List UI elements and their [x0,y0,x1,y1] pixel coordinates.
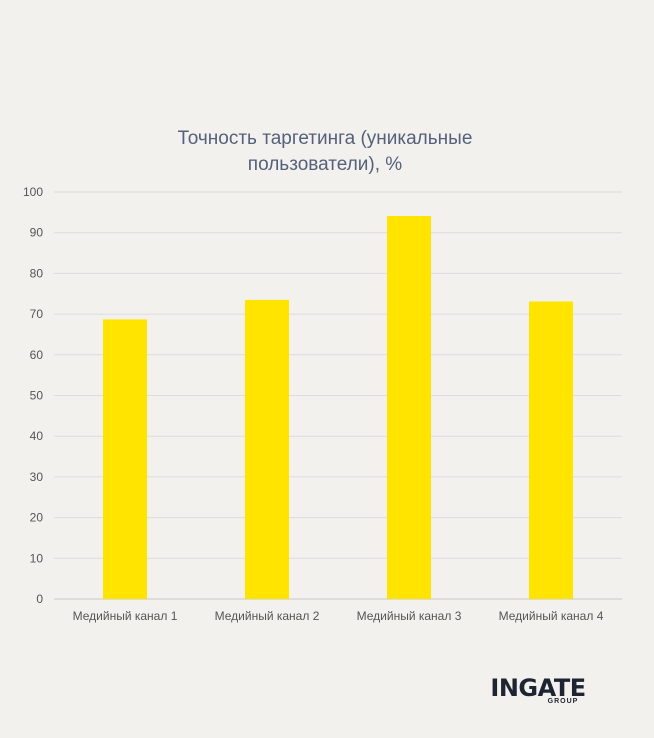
y-tick-label: 10 [30,551,44,565]
y-tick-label: 20 [30,511,44,525]
bar [529,301,573,599]
y-tick-label: 0 [36,592,43,606]
y-tick-label: 100 [23,185,43,199]
chart-title-line-2: пользователи), % [247,154,403,175]
x-tick-label: Медийный канал 1 [73,609,178,623]
chart-title-line-1: Точность таргетинга (уникальные [177,128,473,149]
y-tick-label: 80 [30,266,44,280]
logo-name: INGATE [490,674,586,702]
y-tick-label: 50 [30,389,44,403]
ingate-logo: INGATE GROUP [486,674,590,705]
bar [245,299,289,599]
y-tick-label: 70 [30,307,44,321]
y-tick-label: 30 [30,470,44,484]
y-tick-label: 40 [30,429,44,443]
bar [103,319,147,599]
x-tick-label: Медийный канал 2 [215,609,320,623]
x-tick-label: Медийный канал 4 [499,609,604,623]
y-tick-label: 90 [30,226,44,240]
bar [387,216,431,599]
x-tick-label: Медийный канал 3 [357,609,462,623]
logo-sub: GROUP [547,698,579,705]
chart-title: Точность таргетинга (уникальные пользова… [130,126,520,178]
y-tick-label: 60 [30,348,44,362]
